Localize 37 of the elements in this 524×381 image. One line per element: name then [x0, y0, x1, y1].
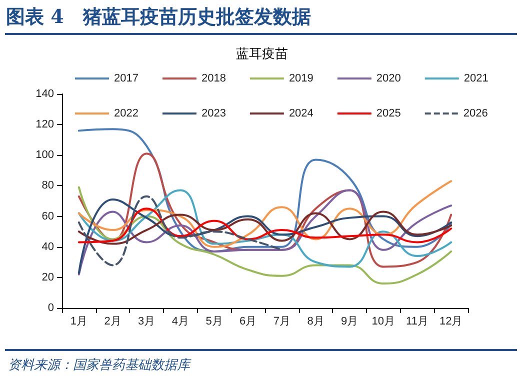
x-tick-label: 12月: [439, 316, 463, 328]
x-tick-label: 5月: [206, 316, 223, 328]
y-tick-label: 60: [42, 210, 54, 222]
legend-label: 2021: [464, 72, 488, 84]
legend-label: 2023: [201, 108, 226, 120]
x-tick-label: 9月: [341, 316, 358, 328]
x-tick-label: 2月: [104, 316, 122, 328]
legend-label: 2018: [201, 72, 226, 84]
chart-subtitle: 蓝耳疫苗: [236, 46, 288, 61]
chart-title: 图表 4 猪蓝耳疫苗历史批签发数据: [6, 5, 311, 30]
x-tick-label: 11月: [406, 316, 428, 328]
line-series: [78, 180, 452, 248]
legend-label: 2024: [288, 108, 314, 120]
legend-label: 2020: [376, 72, 401, 84]
y-tick-label: 20: [42, 271, 54, 284]
legend-label: 2025: [376, 108, 401, 120]
y-tick-label: 100: [36, 149, 54, 162]
y-tick-label: 0: [48, 302, 54, 314]
line-series: [78, 152, 452, 268]
x-tick-label: 1月: [70, 316, 88, 328]
y-tick-label: 80: [42, 180, 54, 192]
text: 资料来源：国家兽药基础数据库: [8, 357, 190, 374]
legend-label: 2026: [463, 108, 488, 120]
line-series: [78, 128, 452, 252]
x-tick-label: 3月: [138, 316, 156, 328]
x-tick-label: 6月: [240, 316, 257, 328]
x-tick-label: 8月: [307, 316, 324, 328]
x-tick-label: 4月: [172, 316, 189, 328]
x-tick-label: 7月: [273, 316, 290, 328]
legend-label: 2017: [114, 72, 138, 84]
legend-label: 2019: [288, 72, 314, 84]
legend-label: 2022: [114, 108, 138, 120]
y-tick-label: 120: [36, 118, 54, 131]
y-tick-label: 40: [42, 240, 54, 253]
y-tick-label: 140: [36, 88, 54, 100]
x-tick-label: 10月: [372, 316, 396, 328]
line-series: [78, 195, 283, 266]
